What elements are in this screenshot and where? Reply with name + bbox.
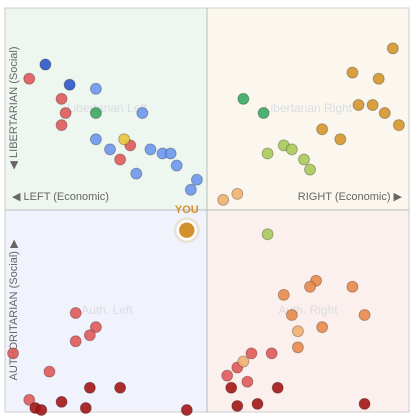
point bbox=[136, 107, 149, 120]
point bbox=[69, 307, 82, 320]
you-label: YOU bbox=[175, 204, 199, 216]
quadrant-bg bbox=[5, 8, 207, 210]
point bbox=[304, 163, 317, 176]
point bbox=[231, 399, 244, 412]
point bbox=[164, 147, 177, 160]
point bbox=[79, 401, 92, 414]
x-axis-label: ◀ LEFT (Economic) bbox=[12, 191, 109, 203]
point bbox=[297, 153, 310, 166]
point bbox=[35, 403, 48, 416]
point bbox=[392, 119, 405, 132]
point bbox=[59, 107, 72, 120]
point bbox=[231, 187, 244, 200]
y-axis-label: AUTHORITARIAN (Social) ▶ bbox=[8, 239, 20, 380]
point bbox=[261, 228, 274, 241]
point bbox=[55, 119, 68, 132]
point bbox=[352, 98, 365, 111]
quadrant-bg bbox=[5, 210, 207, 412]
quadrant-label: Libertarian Right bbox=[264, 101, 353, 115]
point bbox=[261, 147, 274, 160]
quadrant-label: Libertarian Left bbox=[67, 101, 148, 115]
point bbox=[114, 381, 127, 394]
point bbox=[304, 280, 317, 293]
point bbox=[271, 381, 284, 394]
point bbox=[170, 159, 183, 172]
point bbox=[43, 365, 56, 378]
point bbox=[265, 347, 278, 360]
y-axis-label: ◀ LIBERTARIAN (Social) bbox=[8, 47, 20, 170]
point bbox=[334, 133, 347, 146]
point bbox=[83, 329, 96, 342]
point bbox=[285, 309, 298, 322]
x-axis-label: RIGHT (Economic) ▶ bbox=[298, 191, 403, 203]
point bbox=[180, 403, 193, 416]
point bbox=[358, 309, 371, 322]
point bbox=[23, 72, 36, 85]
point bbox=[291, 341, 304, 354]
quadrant-label: Auth. Left bbox=[81, 303, 133, 317]
point bbox=[39, 58, 52, 71]
point bbox=[83, 381, 96, 394]
point bbox=[118, 133, 131, 146]
point bbox=[251, 397, 264, 410]
quadrant-bg bbox=[207, 210, 409, 412]
point bbox=[245, 347, 258, 360]
point bbox=[104, 143, 117, 156]
point bbox=[89, 321, 102, 334]
point bbox=[372, 72, 385, 85]
point bbox=[237, 355, 250, 368]
point bbox=[63, 78, 76, 91]
point bbox=[316, 123, 329, 136]
point bbox=[144, 143, 157, 156]
point bbox=[346, 66, 359, 79]
point bbox=[241, 375, 254, 388]
point bbox=[366, 98, 379, 111]
point bbox=[23, 393, 36, 406]
point bbox=[346, 280, 359, 293]
point bbox=[221, 369, 234, 382]
point bbox=[257, 107, 270, 120]
point bbox=[285, 143, 298, 156]
point bbox=[89, 107, 102, 120]
point bbox=[89, 133, 102, 146]
point bbox=[55, 395, 68, 408]
point bbox=[386, 42, 399, 55]
point bbox=[291, 325, 304, 338]
point bbox=[277, 288, 290, 301]
point bbox=[55, 92, 68, 105]
point bbox=[184, 183, 197, 196]
point bbox=[316, 321, 329, 334]
point bbox=[358, 397, 371, 410]
point bbox=[225, 381, 238, 394]
point bbox=[237, 92, 250, 105]
point bbox=[69, 335, 82, 348]
point bbox=[378, 107, 391, 120]
you-point bbox=[176, 219, 198, 241]
point bbox=[89, 82, 102, 95]
point bbox=[217, 193, 230, 206]
point bbox=[130, 167, 143, 180]
point bbox=[190, 173, 203, 186]
point bbox=[114, 153, 127, 166]
point bbox=[7, 347, 20, 360]
